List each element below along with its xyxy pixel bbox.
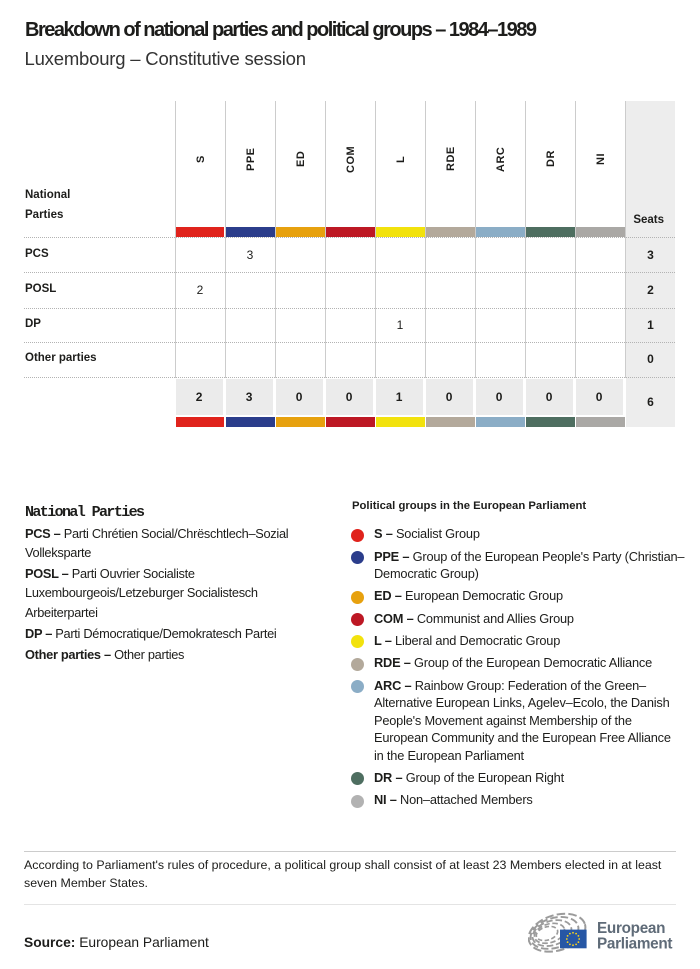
svg-text:Parliament: Parliament — [597, 936, 672, 953]
svg-text:European: European — [597, 920, 665, 937]
